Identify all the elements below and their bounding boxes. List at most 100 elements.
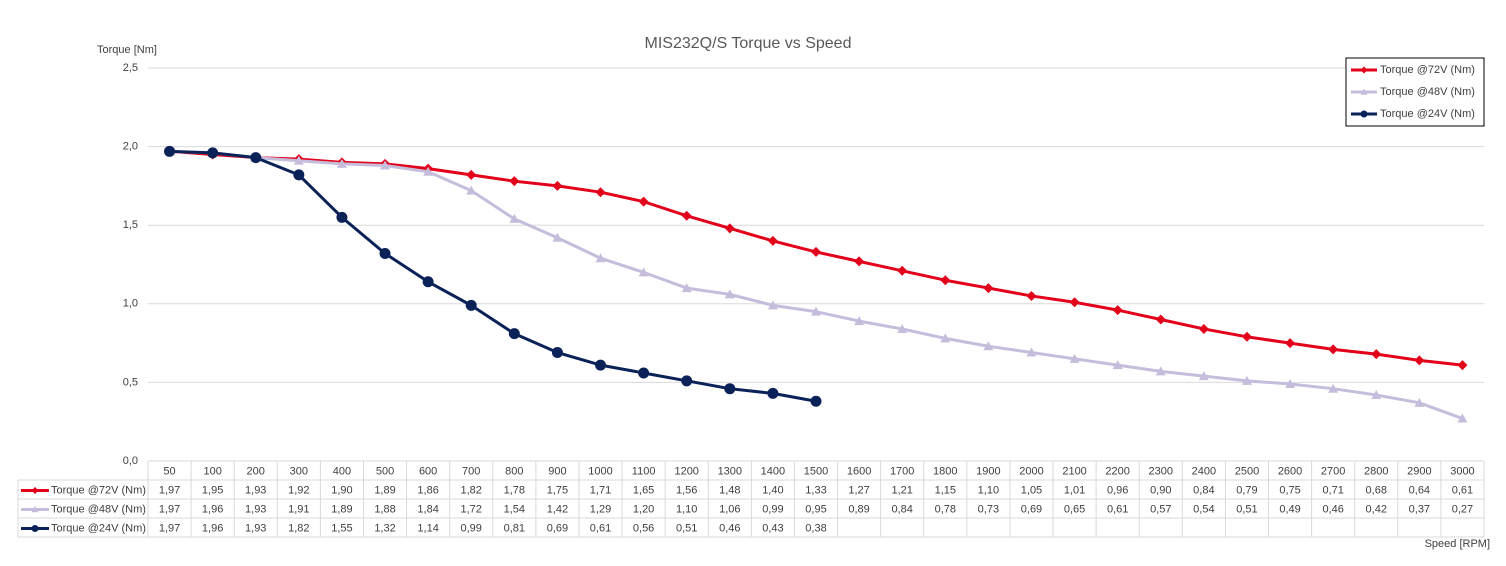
marker [1414,355,1425,366]
marker [595,253,606,263]
x-tick-label: 2700 [1321,465,1345,477]
marker [1069,353,1080,363]
x-tick-label: 300 [290,465,308,477]
marker [897,323,908,333]
marker [293,169,305,181]
x-tick-label: 600 [419,465,437,477]
table-value: 1,71 [590,484,611,496]
x-tick-label: 2800 [1364,465,1388,477]
marker [1112,360,1123,370]
x-tick-label: 1400 [761,465,785,477]
marker [681,283,692,293]
table-row-label: Torque @72V (Nm) [51,484,146,496]
x-tick-label: 2900 [1407,465,1431,477]
table-value: 0,90 [1150,484,1171,496]
table-value: 1,65 [633,484,654,496]
y-tick-label: 0,0 [123,455,138,467]
table-value: 1,01 [1064,484,1085,496]
table-value: 1,88 [374,503,395,515]
legend-label: Torque @24V (Nm) [1380,108,1475,120]
table-value: 1,33 [805,484,826,496]
x-tick-label: 500 [376,465,394,477]
marker [1457,413,1468,423]
table-value: 0,57 [1150,503,1171,515]
marker [724,289,735,299]
marker [983,341,994,351]
table-value: 1,96 [202,522,223,534]
marker [509,176,520,187]
table-value: 1,82 [288,522,309,534]
marker [767,387,779,399]
table-value: 0,73 [978,503,999,515]
x-tick-label: 2300 [1149,465,1173,477]
marker [164,145,176,157]
marker [940,333,951,343]
table-value: 0,54 [1193,503,1214,515]
table-value: 0,68 [1366,484,1387,496]
marker [595,359,607,371]
marker [1241,375,1252,385]
table-value: 0,79 [1236,484,1257,496]
table-row-label: Torque @24V (Nm) [51,522,146,534]
table-value: 1,14 [417,522,438,534]
table-value: 1,97 [159,522,180,534]
marker [422,276,434,288]
marker [1198,323,1209,334]
marker [724,383,736,395]
table-value: 0,69 [1021,503,1042,515]
table-value: 1,32 [374,522,395,534]
x-tick-label: 1800 [933,465,957,477]
table-value: 1,06 [719,503,740,515]
table-value: 1,29 [590,503,611,515]
marker [466,185,477,195]
table-legend-marker [31,525,39,532]
legend-marker [1360,110,1368,118]
table-value: 0,75 [1279,484,1300,496]
table-value: 0,46 [719,522,740,534]
table-value: 0,61 [590,522,611,534]
marker [466,169,477,180]
marker [854,256,865,267]
marker [1328,383,1339,393]
table-value: 0,89 [848,503,869,515]
table-value: 1,54 [504,503,525,515]
table-value: 1,56 [676,484,697,496]
table-value: 0,61 [1452,484,1473,496]
y-tick-label: 0,5 [123,376,138,388]
marker [1198,371,1209,381]
x-tick-label: 50 [163,465,175,477]
x-tick-label: 1200 [674,465,698,477]
table-value: 1,72 [461,503,482,515]
series-line [169,149,1463,420]
table-value: 1,93 [245,503,266,515]
marker [1457,360,1468,371]
table-value: 0,43 [762,522,783,534]
table-value: 0,95 [805,503,826,515]
marker [767,235,778,246]
marker [681,375,693,387]
marker [811,306,821,316]
marker [293,155,304,165]
table-value: 0,84 [1193,484,1214,496]
table-value: 1,21 [891,484,912,496]
table-value: 1,89 [374,484,395,496]
table-value: 1,93 [245,484,266,496]
table-value: 1,75 [547,484,568,496]
series-line [169,149,1463,367]
table-value: 1,27 [848,484,869,496]
marker [423,166,434,176]
x-tick-label: 200 [247,465,265,477]
marker [681,210,692,221]
y-tick-label: 2,0 [123,141,138,153]
x-tick-label: 2100 [1062,465,1086,477]
legend-marker [1360,88,1368,95]
marker [336,158,347,168]
table-value: 1,84 [417,503,438,515]
marker [1371,349,1382,360]
table-value: 1,10 [676,503,697,515]
legend-label: Torque @48V (Nm) [1380,86,1475,98]
table-value: 0,71 [1322,484,1343,496]
marker [810,395,822,407]
marker [552,232,563,242]
table-value: 1,97 [159,503,180,515]
